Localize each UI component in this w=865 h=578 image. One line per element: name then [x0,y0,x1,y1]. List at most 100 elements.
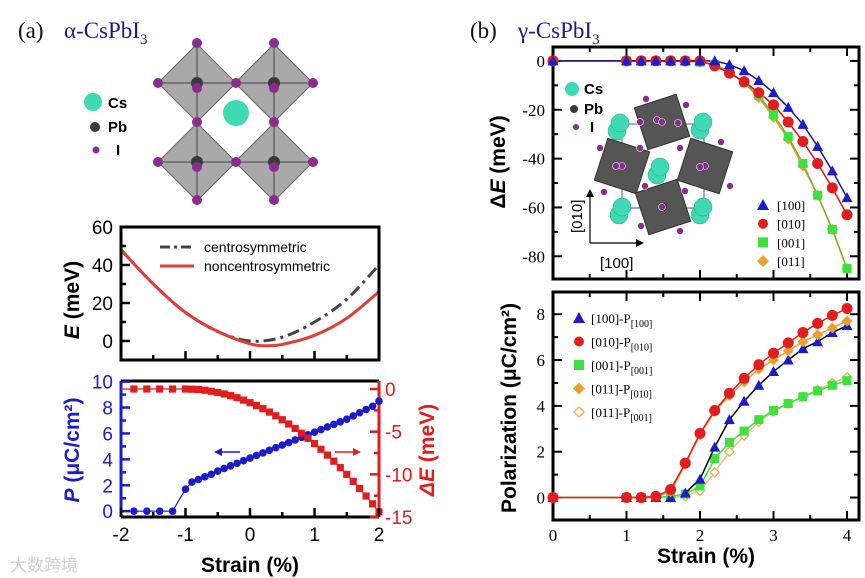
x-tick-label: 0 [245,525,256,546]
i-atom-icon [308,78,318,88]
ΔE-point [298,429,306,437]
left-y-tick-label: 2 [102,476,113,497]
legend-[001]-marker [758,237,768,248]
right-y-tick-label: -5 [385,423,402,444]
alpha-crystal-structure [153,38,318,205]
i-atom-icon [658,118,666,126]
i-atom-icon [231,78,241,88]
legend-label: [100] [777,198,805,213]
P-point [213,467,222,475]
[001]-P[001]-point [739,426,749,436]
[100]-point [826,165,838,176]
P-point [362,405,370,414]
i-atom-icon [573,124,579,130]
plot-frame [551,45,861,281]
[001]-P[001]-point [695,481,705,491]
y-tick-label: -60 [522,198,545,217]
energy-y-label: E (meV) [61,261,84,339]
inset-x-axis-label: [100] [600,255,633,272]
ΔE-point [201,386,209,394]
[001]-P[001]-point [710,454,720,464]
[011]-P[010]-point [826,322,838,334]
pb-atom-icon [570,105,578,113]
[001]-point [769,110,779,120]
[010]-P[010]-point [768,347,780,359]
[010]-P[010]-point [635,492,647,504]
i-atom-icon [92,146,100,154]
[010]-P[010]-point [753,359,765,371]
legend-sub: [001] [630,413,652,424]
alpha-x-label: Strain (%) [201,554,299,577]
P-point [130,507,138,515]
ΔE-point [356,484,364,493]
legend-label: [010] [777,217,805,232]
y-tick-label: -40 [522,150,545,169]
[100]-P[100]-point [709,441,721,452]
legend-sub: [010] [631,343,653,354]
legend-label: [011]-P[001] [591,405,652,424]
[011]-P[010]-point [841,315,853,327]
ΔE-point [207,387,215,395]
cs-atom-icon [693,112,713,132]
x-tick-label: 2 [696,526,705,545]
P-point [317,425,325,434]
P-point [143,507,151,515]
y-tick-label: 60 [92,218,113,239]
y-tick-label: 2 [537,443,546,462]
[010]-point [768,99,780,111]
[100]-point [635,55,647,66]
legend-sub: [010] [630,390,652,401]
[010]-point [841,209,853,221]
x-tick-label: 4 [843,526,852,545]
[100]-P[100]-point [812,336,824,347]
legend-marker [574,336,584,347]
ΔE-point [272,412,280,420]
[100]-point [650,55,662,66]
P-point [239,456,248,465]
y-tick-label: 0 [537,489,546,508]
P-point [375,397,383,405]
i-legend-label: I [116,142,120,159]
i-atom-icon [600,188,608,196]
i-atom-icon [269,83,279,93]
i-atom-icon [676,227,684,235]
P-point [155,507,164,515]
i-atom-icon [269,117,279,127]
ΔE-point [227,392,235,400]
ΔE-point [323,451,331,459]
i-legend-label: I [590,119,594,136]
energy-chart: 0 20 40 60 [92,218,381,362]
[010]-point [782,116,794,128]
[001]-point [798,158,808,168]
left-y-tick-label: 8 [102,399,113,420]
pb-atom-icon [90,122,100,132]
P-point [194,475,203,484]
ΔE-point [143,385,151,393]
P-point [330,420,338,429]
legend-marker [573,312,585,323]
[010]-point [797,136,809,148]
left-y-tick-label: 10 [92,373,113,394]
panel-a-title: α-CsPbI3 [64,18,147,48]
p-y-label: P (μC/cm²) [61,397,84,502]
P-point [188,478,196,486]
[001]-P[001]-point [813,386,823,396]
P-point [310,428,319,436]
axis-arrows [214,448,361,456]
legend-label: [001]-P[001] [591,358,652,377]
[100]-point [753,74,765,85]
[010]-P[010]-point [650,490,662,502]
y-tick-label: 8 [537,305,546,324]
P-point [342,415,351,424]
[001]-P[001]-point [827,380,837,390]
legend-main: [100]-P [591,311,631,326]
P-point [220,464,228,473]
[010]-P[010]-point [797,327,809,339]
[100]-point [709,55,721,66]
P-point [233,459,241,468]
ΔE-point [130,385,138,393]
x-tick-label: 0 [549,526,558,545]
y-tick-label: 0 [102,332,113,353]
ΔE-point [233,394,241,402]
i-atom-icon [696,163,704,171]
